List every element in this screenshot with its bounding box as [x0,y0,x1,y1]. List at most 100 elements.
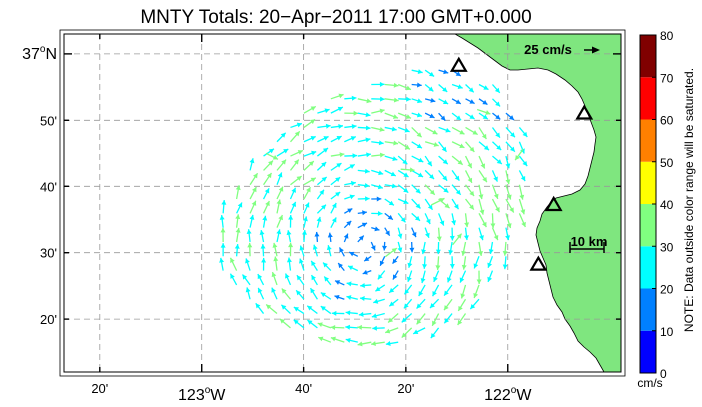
radar-site-marker [544,195,563,212]
current-vector [491,198,501,213]
current-vector [219,214,225,228]
current-vector [505,170,511,185]
current-vector [276,214,284,228]
current-vector [276,148,289,157]
radar-site-marker [575,104,594,120]
current-vector [492,155,503,165]
current-vector [384,198,395,206]
current-vector [430,327,440,339]
current-vector [398,96,411,102]
current-vector [316,216,322,228]
x-tick-label: 40' [295,381,312,396]
current-vector [245,287,251,300]
current-vector [465,198,475,211]
current-vector [330,217,337,228]
current-vector [491,184,499,200]
current-vector [286,257,292,271]
current-vector [371,169,384,176]
current-vector [249,172,259,186]
current-vector [505,112,515,121]
current-vector [303,135,316,143]
current-vector [478,184,484,200]
current-vector [490,213,496,229]
current-vector [219,257,225,271]
current-vector [384,327,399,334]
current-vector [357,112,371,118]
current-vector [438,184,449,194]
current-vector [411,155,424,163]
current-vector [371,140,384,146]
current-vector [357,341,372,347]
current-vector [344,110,359,116]
current-vector [357,222,368,229]
current-vector [229,257,238,271]
current-vector [271,271,278,286]
current-vector [438,69,449,75]
current-vector [290,122,303,129]
current-vector [357,196,370,202]
current-vector [302,216,308,228]
chart-title: MNTY Totals: 20−Apr−2011 17:00 GMT+0.000 [140,7,531,28]
current-vector [436,227,442,242]
y-tick-label: 20' [40,312,57,327]
current-vector [438,126,451,133]
colorbar-tick-label: 50 [660,156,674,170]
current-vector [326,245,332,257]
current-vector [397,241,403,253]
current-vector [317,322,332,329]
current-vector [271,287,278,300]
current-vector [451,83,463,90]
current-vector [316,204,327,214]
current-vector [371,341,385,347]
current-vector [518,127,528,138]
current-vector [465,184,475,197]
current-vector [289,201,297,214]
current-vector [424,155,433,167]
colorbar-segment [640,161,656,204]
current-vector [371,184,384,190]
current-vector [518,155,528,167]
current-vector [265,152,279,160]
land-mass [454,34,621,372]
current-vector [469,298,480,310]
current-vector [330,152,345,158]
current-vector [518,213,526,228]
current-vector [416,313,426,325]
current-vector [323,276,332,286]
current-vector [412,327,426,335]
current-vector [449,227,455,241]
current-vector [330,135,342,143]
current-vector [384,140,399,146]
current-vector [464,170,473,184]
current-vector [491,227,499,241]
current-vector [344,194,355,200]
current-vector [247,242,253,257]
x-axis-ticks: 20' 123oW 40' 20' 122oW [91,34,532,404]
current-vector [260,244,266,257]
current-vector [372,325,385,331]
current-vector [257,287,265,300]
current-vector [478,241,484,256]
colorbar-note: NOTE: Data outside color range will be s… [682,68,696,332]
current-vector [429,298,440,309]
current-vector [310,274,318,286]
current-vector [397,184,409,194]
current-vector [344,180,356,186]
current-vector [289,159,300,171]
ocean-background [64,34,621,372]
current-vector [465,84,475,93]
current-vector [476,270,482,285]
current-vector [295,289,305,300]
current-vector [337,262,345,272]
current-vector [492,98,501,107]
scale-arrow-head [592,46,600,54]
current-vector [505,184,512,200]
current-vector [401,327,413,339]
current-vector [371,126,385,132]
current-vector [518,198,526,215]
current-vector [357,137,371,143]
current-vector [451,112,462,121]
current-vector [491,84,501,94]
current-vector [397,83,412,91]
current-vector [443,284,453,297]
